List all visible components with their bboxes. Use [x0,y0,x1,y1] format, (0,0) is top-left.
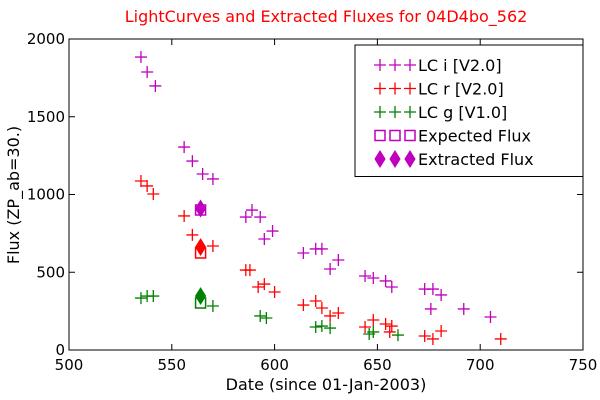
legend-marker [389,106,401,118]
legend-marker [389,129,401,142]
y-tick-label: 1500 [27,108,65,126]
point [457,302,470,315]
point [258,232,271,245]
legend-marker [404,106,416,118]
point [186,228,199,241]
legend-marker [404,129,416,142]
legend-marker [389,150,401,168]
point [332,306,345,319]
x-tick-label: 600 [260,356,289,374]
legend-marker [404,82,416,95]
legend-label: LC r [V2.0] [418,80,504,99]
point [367,325,380,338]
legend-marker [374,129,386,142]
point [134,51,147,64]
point [383,325,396,338]
x-axis-label: Date (since 01-Jan-2003) [226,375,427,394]
point [426,332,439,345]
point [379,274,392,287]
point [206,239,219,252]
point [484,311,497,324]
point [424,302,437,315]
y-tick-label: 2000 [27,30,65,48]
point [315,242,328,255]
x-tick-label: 700 [466,356,495,374]
point [134,292,147,305]
legend-marker [374,106,386,118]
point [391,329,404,342]
point [367,313,380,326]
legend-label: Extracted Flux [418,150,534,169]
point [418,330,431,343]
point [178,209,191,222]
chart-title: LightCurves and Extracted Fluxes for 04D… [125,7,528,27]
point [254,309,267,322]
point [252,281,265,294]
legend-label: Expected Flux [418,127,531,146]
point [435,325,448,338]
point [147,290,160,303]
legend: LC i [V2.0] LC r [V2.0] LC g [V1.0] Expecte… [354,44,584,177]
diamond-point [194,199,207,218]
legend-marker [389,59,401,71]
point [149,79,162,92]
point [266,225,279,238]
point [245,204,258,217]
legend-marker [374,82,386,95]
legend-marker [374,59,386,71]
point [309,295,322,308]
point [206,172,219,185]
point [379,318,392,331]
point [359,320,372,333]
point [359,269,372,282]
point [297,246,310,259]
point [309,320,322,333]
legend-marker [404,59,416,71]
y-tick-label: 1000 [27,186,65,204]
point [324,309,337,322]
legend-marker [389,82,401,95]
y-tick-label: 500 [36,263,65,281]
point [324,322,337,335]
point [315,302,328,315]
point [147,188,160,201]
point [141,179,154,192]
x-tick-label: 650 [363,356,392,374]
point [178,141,191,154]
point [141,65,154,78]
x-tick-label: 550 [157,356,186,374]
point [385,320,398,333]
point [260,311,273,324]
point [243,264,256,277]
point [239,211,252,224]
point [494,332,507,345]
point [315,320,328,333]
plot-frame [68,38,584,351]
x-tick-label: 500 [55,356,84,374]
point [324,262,337,275]
point [134,174,147,187]
point [196,167,209,180]
point [258,278,271,291]
point [186,155,199,168]
point [268,285,281,298]
point [385,281,398,294]
legend-marker [404,150,416,168]
y-tick-label: 0 [55,341,65,359]
y-axis-label: Flux (ZP_ab=30.) [4,126,24,264]
x-tick-label: 750 [569,356,598,374]
legend-label: LC i [V2.0] [418,56,502,75]
point [426,283,439,296]
point [435,288,448,301]
point [254,211,267,224]
point [206,299,219,312]
legend-label: LC g [V1.0] [418,103,507,122]
diamond-point [194,238,207,257]
point [367,272,380,285]
legend-marker [374,150,386,168]
point [297,299,310,312]
diamond-point [194,287,207,305]
point [332,253,345,266]
